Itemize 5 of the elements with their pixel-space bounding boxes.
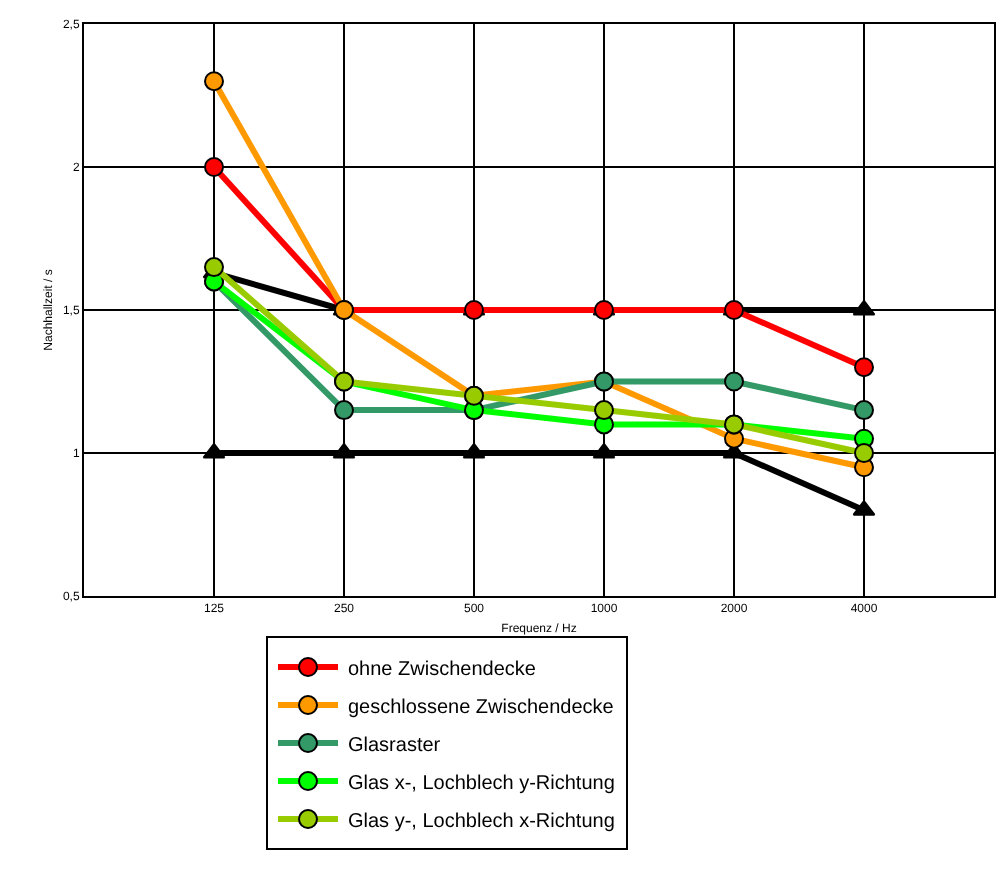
legend-label: geschlossene Zwischendecke bbox=[348, 696, 615, 719]
legend-label: Glasraster bbox=[348, 734, 442, 757]
legend-label: ohne Zwischendecke bbox=[348, 658, 537, 681]
legend-label: Glas x-, Lochblech y-Richtung bbox=[348, 772, 615, 795]
legend-label: Glas y-, Lochblech x-Richtung bbox=[348, 810, 615, 833]
